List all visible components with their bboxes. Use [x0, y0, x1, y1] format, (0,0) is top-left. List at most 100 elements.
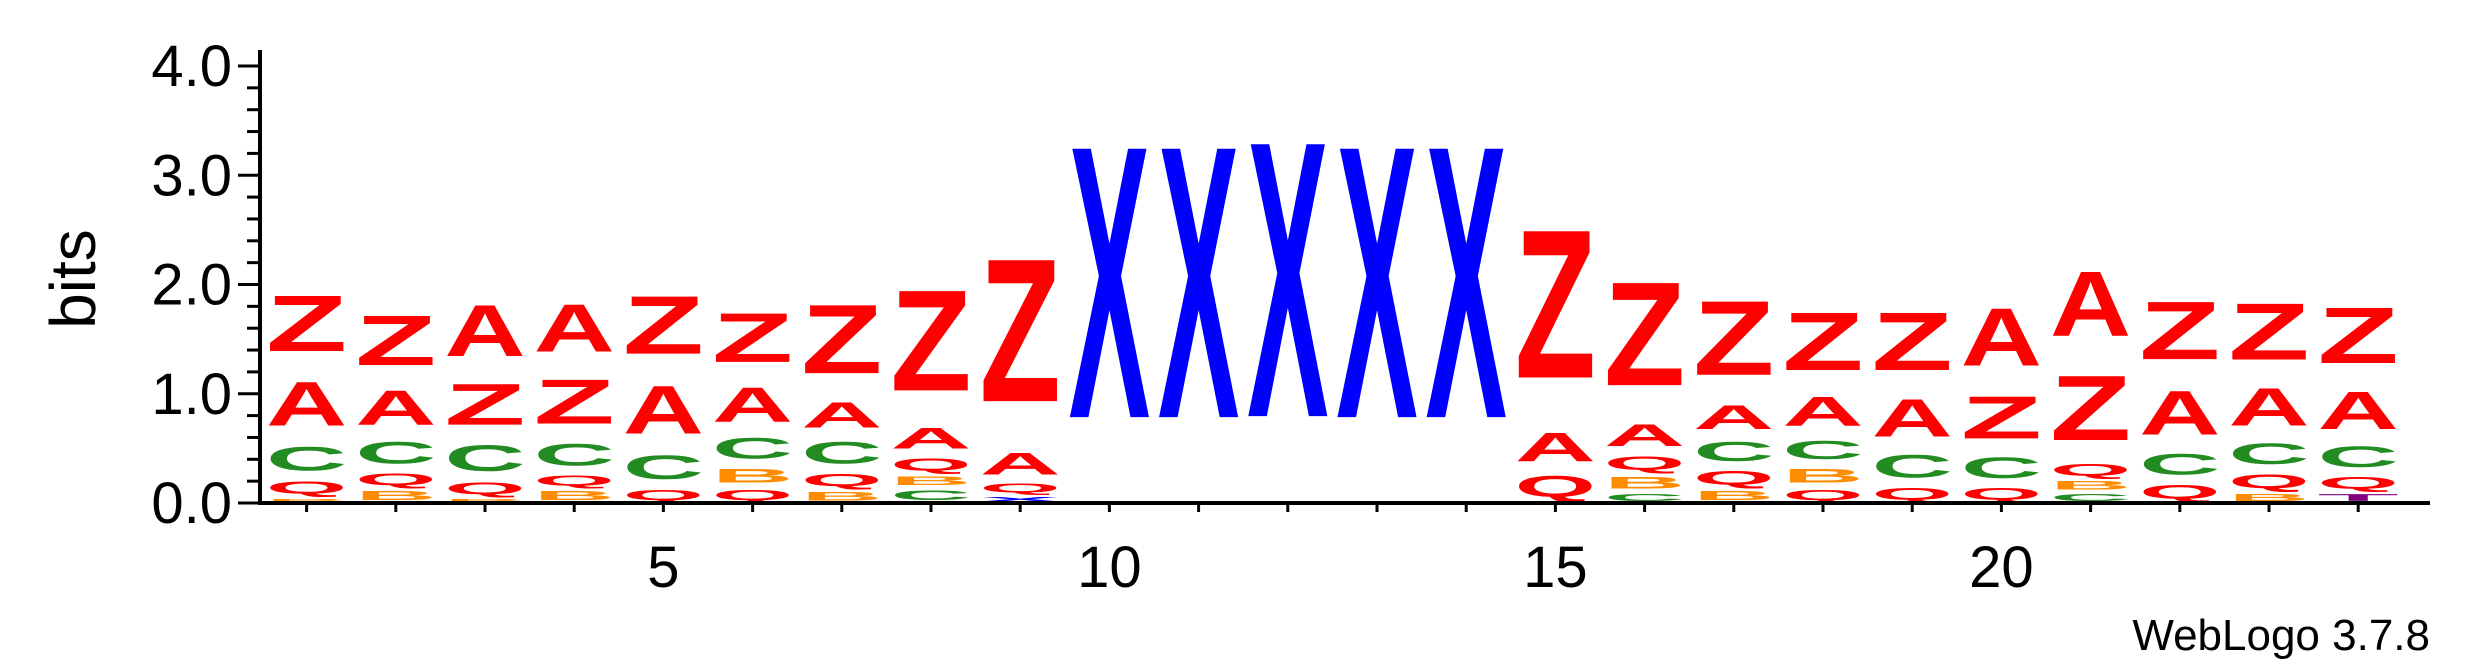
logo-letter-b: B	[355, 489, 436, 503]
logo-letter-a: A	[801, 394, 882, 435]
x-tick-label: 20	[1969, 535, 2034, 600]
logo-letter-z: Z	[2228, 287, 2309, 377]
logo-letter-q: Q	[2050, 460, 2131, 479]
logo-letter-z: Z	[1782, 296, 1863, 388]
logo-letter-b: B	[266, 498, 347, 503]
logo-letter-z: Z	[801, 284, 882, 394]
logo-letter-x: X	[1069, 65, 1151, 501]
x-tick-label: 10	[1077, 535, 1142, 600]
logo-letter-x: X	[1336, 65, 1418, 501]
logo-letter-b: B	[1604, 474, 1685, 493]
y-axis-label: bits	[37, 229, 109, 329]
logo-letter-q: Q	[2318, 473, 2399, 492]
logo-letter-x: X	[1426, 65, 1508, 501]
logo-letter-a: A	[2318, 380, 2399, 440]
logo-letter-q: Q	[355, 470, 436, 489]
logo-letter-stacks: BQCAZBQCAZBQCZABQCZAQCAZQBCAZBQCAZCBQAZX…	[266, 58, 2399, 503]
logo-letter-z: Z	[1872, 296, 1953, 388]
logo-letter-c: C	[266, 440, 347, 478]
logo-letter-c: C	[1782, 435, 1863, 464]
logo-letter-b: B	[890, 475, 971, 488]
logo-letter-c: C	[2318, 441, 2399, 473]
logo-letter-c: C	[1872, 448, 1953, 484]
logo-letter-b: B	[712, 465, 793, 487]
logo-letter-c: C	[623, 448, 704, 486]
logo-letter-q: Q	[801, 470, 882, 490]
logo-letter-q: Q	[2228, 470, 2309, 492]
logo-letter-z: Z	[266, 280, 347, 369]
logo-letter-c: C	[1693, 437, 1774, 467]
logo-letter-a: A	[1515, 424, 1596, 470]
logo-letter-a: A	[534, 291, 615, 367]
logo-letter-c: C	[444, 437, 525, 479]
logo-letter-t: T	[2318, 492, 2399, 503]
logo-letter-z: Z	[712, 298, 793, 377]
logo-letter-a: A	[980, 446, 1061, 481]
x-tick-label: 15	[1523, 535, 1588, 600]
logo-letter-c: C	[801, 435, 882, 470]
logo-letter-q: Q	[1782, 487, 1863, 503]
logo-letter-b: B	[2050, 479, 2131, 492]
logo-letter-q: Q	[444, 479, 525, 498]
logo-letter-a: A	[1872, 388, 1953, 448]
logo-letter-z: Z	[1604, 251, 1685, 416]
logo-letter-q: Q	[623, 487, 704, 503]
logo-letter-a: A	[712, 378, 793, 432]
logo-letter-b: B	[1693, 489, 1774, 503]
logo-letter-q: Q	[266, 478, 347, 498]
logo-letter-z: Z	[1515, 184, 1596, 423]
logo-letter-b: B	[1782, 465, 1863, 487]
logo-letter-c: C	[712, 432, 793, 464]
logo-letter-z: Z	[444, 372, 525, 438]
logo-letter-a: A	[2228, 377, 2309, 437]
logo-letter-c: C	[2050, 492, 2131, 503]
y-tick-label: 2.0	[151, 253, 232, 318]
logo-letter-c: C	[1604, 492, 1685, 503]
logo-letter-a: A	[890, 422, 971, 454]
x-axis-ticks: 5 10 15 20	[305, 503, 2360, 600]
logo-letter-a: A	[2050, 253, 2131, 356]
logo-letter-q: Q	[2139, 481, 2220, 503]
logo-letter-a: A	[623, 372, 704, 448]
logo-letter-b: B	[534, 489, 615, 503]
logo-letter-q: Q	[1961, 484, 2042, 503]
logo-letter-q: Q	[1515, 471, 1596, 503]
logo-letter-q: Q	[534, 472, 615, 488]
logo-letter-q: Q	[712, 487, 793, 503]
logo-letter-z: Z	[980, 216, 1061, 445]
logo-letter-z: Z	[2318, 292, 2399, 381]
logo-letter-a: A	[1782, 388, 1863, 435]
logo-letter-z: Z	[623, 280, 704, 372]
logo-letter-q: Q	[980, 481, 1061, 495]
logo-letter-z: Z	[2139, 285, 2220, 377]
logo-letter-c: C	[890, 488, 971, 503]
y-axis-ticks: 0.0 1.0 2.0 3.0 4.0	[151, 34, 260, 536]
logo-letter-q: Q	[1872, 484, 1953, 503]
y-tick-label: 1.0	[151, 362, 232, 427]
axes	[258, 50, 2430, 505]
logo-letter-b: B	[2228, 492, 2309, 503]
logo-letter-c: C	[534, 438, 615, 473]
logo-letter-c: C	[1961, 452, 2042, 484]
logo-letter-z: Z	[890, 260, 971, 421]
logo-letter-x: X	[1158, 65, 1240, 501]
logo-letter-c: C	[2139, 449, 2220, 481]
logo-letter-c: C	[355, 435, 436, 470]
logo-letter-x: X	[980, 495, 1061, 503]
y-tick-label: 4.0	[151, 34, 232, 99]
logo-letter-a: A	[2139, 377, 2220, 448]
y-tick-label: 3.0	[151, 143, 232, 208]
logo-letter-b: B	[801, 490, 882, 503]
logo-letter-z: Z	[1693, 278, 1774, 397]
logo-letter-b: B	[444, 498, 525, 503]
logo-letter-a: A	[355, 381, 436, 435]
weblogo-credit: WebLogo 3.7.8	[2132, 611, 2430, 660]
logo-letter-z: Z	[1961, 384, 2042, 451]
logo-letter-q: Q	[1604, 453, 1685, 474]
logo-letter-a: A	[444, 290, 525, 372]
logo-letter-a: A	[1604, 418, 1685, 453]
logo-letter-q: Q	[890, 455, 971, 475]
logo-letter-z: Z	[534, 367, 615, 438]
y-tick-label: 0.0	[151, 471, 232, 536]
